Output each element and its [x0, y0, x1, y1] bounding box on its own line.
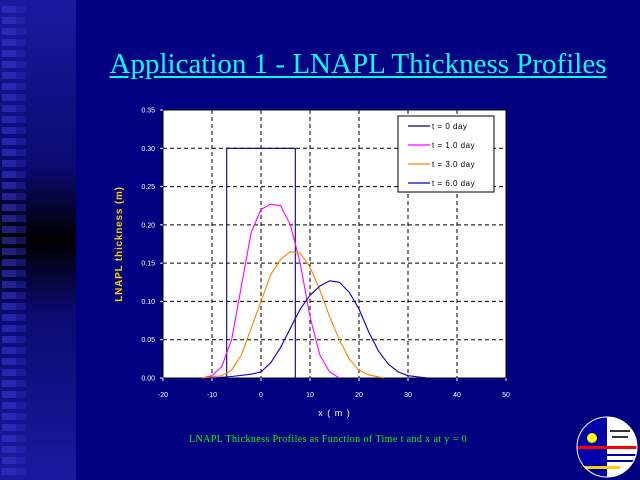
x-tick-label: 50	[502, 392, 510, 399]
y-tick-label: 0.25	[141, 184, 155, 191]
y-tick-label: 0.00	[141, 376, 155, 383]
left-square-pattern-inner	[16, 6, 26, 476]
x-tick-label: 20	[355, 392, 363, 399]
legend-label-1: t = 1.0 day	[432, 141, 475, 150]
series-line-2	[202, 251, 384, 379]
series-line-3	[211, 280, 428, 379]
y-tick-label: 0.15	[141, 261, 155, 268]
y-axis-label: LNAPL thickness (m)	[114, 186, 125, 302]
plot-border	[162, 109, 507, 379]
x-tick-label: -20	[158, 392, 168, 399]
legend-label-0: t = 0 day	[432, 122, 467, 131]
institution-logo-icon	[576, 416, 638, 478]
y-tick-label: 0.20	[141, 222, 155, 229]
y-tick-label: 0.05	[141, 337, 155, 344]
y-tick-label: 0.10	[141, 299, 155, 306]
series-line-1	[202, 203, 340, 379]
legend-box	[397, 115, 495, 193]
left-decorative-strip	[0, 0, 76, 480]
series-line-0	[226, 147, 296, 378]
y-tick-label: 0.35	[141, 108, 155, 115]
slide-title: Application 1 - LNAPL Thickness Profiles	[109, 48, 607, 80]
chart-caption: LNAPL Thickness Profiles as Function of …	[188, 434, 468, 445]
x-tick-label: 0	[259, 392, 263, 399]
x-tick-label: 30	[404, 392, 412, 399]
legend-label-3: t = 6.0 day	[432, 179, 475, 188]
y-tick-label: 0.30	[141, 146, 155, 153]
left-square-pattern	[2, 6, 16, 476]
x-tick-label: -10	[207, 392, 217, 399]
legend-label-2: t = 3.0 day	[432, 160, 475, 169]
x-axis-label: x ( m )	[318, 408, 351, 418]
x-tick-label: 40	[453, 392, 461, 399]
x-tick-label: 10	[306, 392, 314, 399]
